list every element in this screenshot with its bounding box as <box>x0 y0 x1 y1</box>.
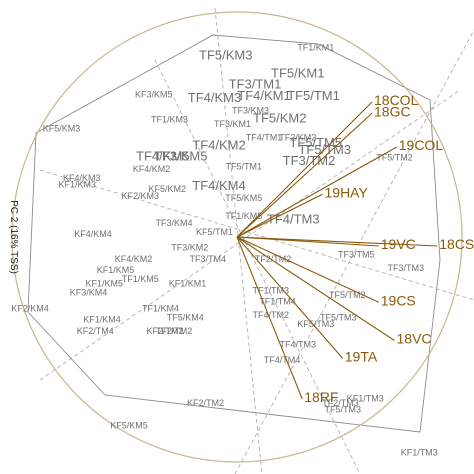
site-label: KF2/TM4 <box>77 326 114 336</box>
guide-line <box>39 169 474 301</box>
site-label: TF4/TM2 <box>252 310 289 320</box>
site-label: KF1/KM4 <box>83 315 121 325</box>
variable-arrow <box>236 146 398 238</box>
variable-arrow <box>236 193 323 238</box>
variable-label: 18COL <box>374 92 419 108</box>
site-label: TF1/KM1 <box>297 42 334 52</box>
site-label: KF4/KM3 <box>63 173 101 183</box>
variable-label: 18VC <box>397 331 432 347</box>
site-label: TF5/TM3 <box>320 312 357 322</box>
variable-arrow <box>236 112 373 238</box>
site-label: TF4/TM1 <box>246 132 283 142</box>
site-label: KF4/KM2 <box>115 254 153 264</box>
site-label: TF4/KM3 <box>188 90 241 105</box>
site-label: KF2/KM4 <box>11 303 49 313</box>
site-label: KF1/TM3 <box>401 447 438 457</box>
variable-label: 18RF <box>304 389 338 405</box>
correlation-circle <box>11 11 463 463</box>
site-label: KF2/KM3 <box>121 191 159 201</box>
site-label: TF2/TM3 <box>322 398 359 408</box>
site-label: TF5/TM2 <box>376 153 413 163</box>
site-label: KF5/KM5 <box>110 420 148 430</box>
site-label: KF5/TM3 <box>297 319 334 329</box>
site-label: TF3/KM2 <box>171 243 208 253</box>
site-label: TF3/TM2 <box>283 153 336 168</box>
site-label: KF5/TM1 <box>196 227 233 237</box>
hull-polygon <box>27 34 441 433</box>
site-label: TF3/KM1 <box>214 119 251 129</box>
site-label: KF5/KM2 <box>148 184 186 194</box>
variable-label: 18GC <box>374 103 411 119</box>
site-label: TF1/KM3 <box>151 114 188 124</box>
site-label: TF2/KM2 <box>279 132 316 142</box>
variable-arrow <box>236 101 373 238</box>
site-label: TF3/TM1 <box>229 77 282 92</box>
site-label: TF4/TM3 <box>279 339 316 349</box>
site-label: TF5/TM1 <box>225 162 262 172</box>
site-label: TF3/KM4 <box>155 218 192 228</box>
site-label: KF4/KM2 <box>133 164 171 174</box>
variable-arrow <box>236 236 303 400</box>
variable-vectors: 18COL18GC19COL19HAY19VC18CS19CS18VC19TA1… <box>236 92 474 405</box>
variable-arrow <box>236 236 395 341</box>
site-label: KF1/KM5 <box>97 265 135 275</box>
site-label: KF1/KM3 <box>58 180 96 190</box>
variable-label: 19TA <box>345 349 378 365</box>
site-label: TF5/KM4 <box>167 312 204 322</box>
site-label: KF3/KM4 <box>70 288 108 298</box>
site-label: TF4/TM4 <box>264 355 301 365</box>
site-label: TF5/TM3 <box>324 405 361 415</box>
site-label: TF4/KM1 <box>237 88 290 103</box>
site-label: TF3/TM5 <box>338 249 375 259</box>
site-label: TF1/TM4 <box>259 297 296 307</box>
site-label: TF1/KM4 <box>142 303 179 313</box>
site-label: TF1/KM5 <box>225 211 262 221</box>
variable-label: 18CS <box>439 236 474 252</box>
variable-arrow <box>236 236 438 247</box>
guide-line <box>39 89 461 381</box>
guide-line <box>234 29 474 474</box>
site-label: TF3/KM5 <box>154 149 207 164</box>
site-label: TF5/KM1 <box>271 65 324 80</box>
y-axis-label: PC 2 (16% TSS) <box>8 200 19 274</box>
site-label: TF3/KM3 <box>232 105 269 115</box>
variable-label: 19COL <box>399 137 444 153</box>
variable-label: 19HAY <box>325 184 369 200</box>
site-label: TF4/KM5 <box>136 149 189 164</box>
site-label: KF3/KM5 <box>135 90 173 100</box>
site-label: TF2/TM2 <box>156 326 193 336</box>
site-label: KF2/TM2 <box>187 398 224 408</box>
site-label: TF5/KM3 <box>199 47 252 62</box>
site-label: TF5/TM1 <box>287 88 340 103</box>
site-label: TF1/KM5 <box>122 274 159 284</box>
site-label: KF1/KM1 <box>169 279 207 289</box>
site-label: TF4/KM2 <box>192 137 245 152</box>
site-label: TF3/TM3 <box>387 263 424 273</box>
site-label: KF1/TM3 <box>347 393 384 403</box>
site-label: TF5/TM2 <box>329 290 366 300</box>
site-label: TF4/TM3 <box>267 212 320 227</box>
site-label: KF1/KM5 <box>85 279 123 289</box>
site-label: KF2/TM2 <box>146 326 183 336</box>
site-label: KF4/KM4 <box>74 229 112 239</box>
site-label: TF2/TM2 <box>255 254 292 264</box>
variable-arrow <box>236 236 344 359</box>
variable-arrow <box>236 236 379 303</box>
site-label: TF4/KM4 <box>192 178 245 193</box>
variable-label: 19CS <box>381 292 416 308</box>
site-label: TF3/TM4 <box>189 254 226 264</box>
site-label: TF5/TM5 <box>289 135 342 150</box>
site-label: TF5/KM2 <box>253 110 306 125</box>
site-label: TF1/TM3 <box>252 285 289 295</box>
site-label: KF5/KM3 <box>43 123 81 133</box>
site-label: TF5/KM5 <box>225 193 262 203</box>
